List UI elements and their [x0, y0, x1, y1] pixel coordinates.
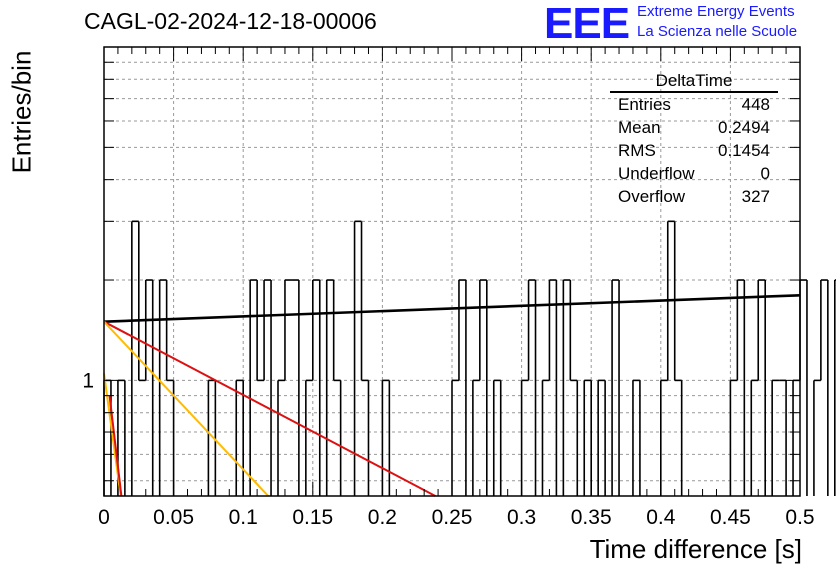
fit-line	[103, 293, 801, 323]
x-tick-label: 0.3	[507, 506, 536, 529]
stats-value: 0.1454	[718, 141, 770, 160]
x-tick-label: 0	[98, 506, 110, 529]
fit-line	[103, 320, 269, 497]
x-tick-label: 0.4	[646, 506, 676, 529]
stats-label: RMS	[618, 141, 656, 160]
x-axis-label: Time difference [s]	[589, 534, 802, 564]
stats-label: Underflow	[618, 164, 695, 183]
stats-rows: Entries 448 Mean 0.2494 RMS 0.1454 Underflow 0 O…	[610, 93, 778, 208]
stats-label: Mean	[618, 118, 661, 137]
histogram-bars	[103, 220, 836, 496]
stats-box: DeltaTime Entries 448 Mean 0.2494 RMS 0.1454 U…	[610, 70, 778, 208]
stats-row: Mean 0.2494	[610, 116, 778, 139]
stats-value: 0.2494	[718, 118, 770, 137]
stats-value: 448	[741, 95, 770, 114]
fit-line	[103, 373, 122, 497]
x-tick-label: 0.5	[785, 506, 814, 529]
plot-title: CAGL-02-2024-12-18-00006	[84, 8, 377, 34]
stats-value: 327	[741, 187, 770, 206]
x-tick-label: 0.25	[432, 506, 473, 529]
stats-divider	[610, 91, 778, 93]
stats-title: DeltaTime	[655, 71, 733, 90]
tick-labels: 0 0.05 0.1 0.15 0.2 0.25 0.3 0.35 0.4 0.45 0.5 1	[82, 369, 814, 529]
x-tick-label: 0.05	[153, 506, 194, 529]
eee-logo-mark: EEE	[544, 0, 630, 48]
fit-line	[103, 320, 436, 497]
stats-value: 0	[760, 164, 770, 183]
stats-label: Entries	[618, 95, 671, 114]
stats-row: Underflow 0	[610, 162, 778, 185]
stats-row: Overflow 327	[610, 185, 778, 208]
stats-row: RMS 0.1454	[610, 139, 778, 162]
stats-label: Overflow	[618, 187, 686, 206]
x-tick-label: 0.45	[710, 506, 751, 529]
x-tick-label: 0.15	[292, 506, 333, 529]
x-tick-label: 0.35	[571, 506, 612, 529]
axis-ticks	[103, 46, 801, 496]
y-tick-label: 1	[82, 369, 94, 392]
x-tick-label: 0.2	[368, 506, 397, 529]
logo-caption-line-1: Extreme Energy Events	[637, 3, 795, 20]
logo-caption-line-2: La Scienza nelle Scuole	[637, 23, 798, 40]
stats-row: Entries 448	[610, 93, 778, 116]
y-axis-label: Entries/bin	[6, 50, 37, 174]
x-tick-label: 0.1	[229, 506, 258, 529]
